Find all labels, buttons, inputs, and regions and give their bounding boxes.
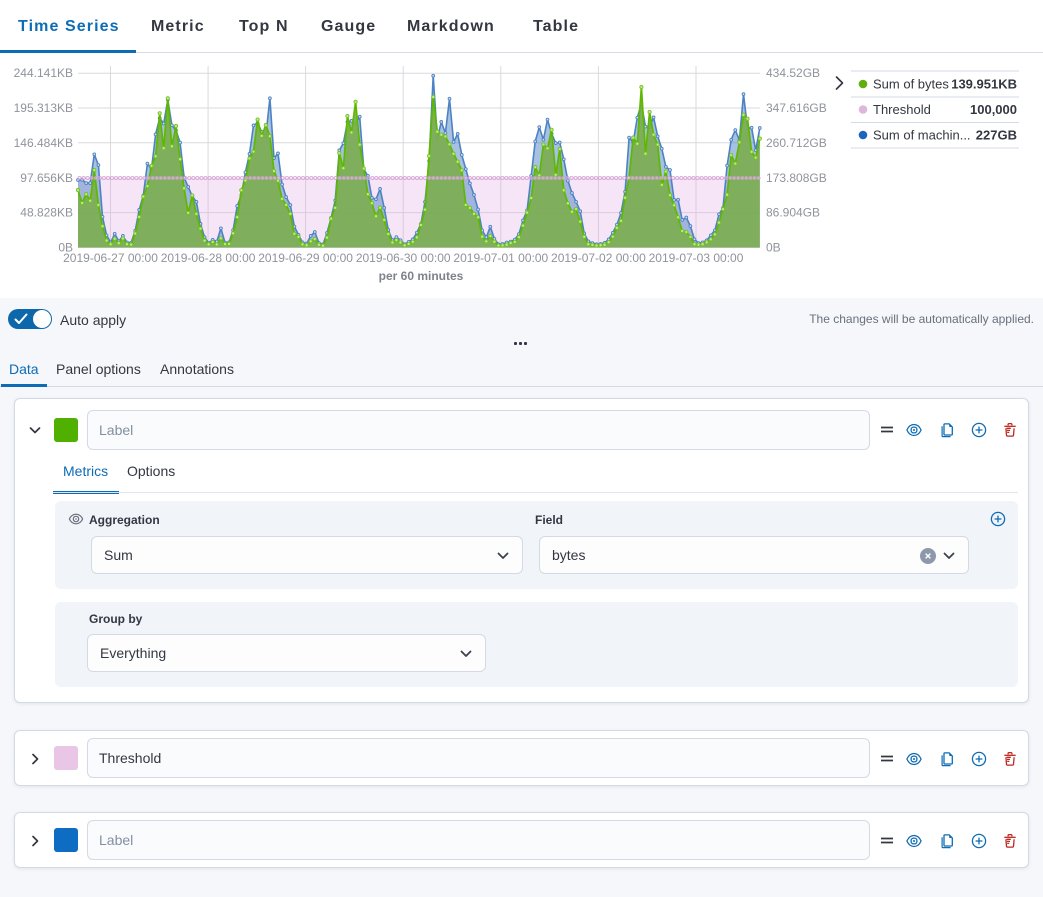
svg-text:48.828KB: 48.828KB (20, 206, 73, 220)
svg-text:173.808GB: 173.808GB (766, 171, 827, 185)
svg-text:227GB: 227GB (976, 128, 1017, 143)
svg-text:244.141KB: 244.141KB (14, 66, 73, 80)
svg-text:146.484KB: 146.484KB (14, 136, 73, 150)
svg-text:260.712GB: 260.712GB (766, 136, 827, 150)
svg-text:100,000: 100,000 (970, 102, 1017, 117)
svg-text:97.656KB: 97.656KB (20, 171, 73, 185)
svg-text:2019-07-03 00:00: 2019-07-03 00:00 (649, 251, 744, 265)
svg-text:2019-06-30 00:00: 2019-06-30 00:00 (356, 251, 451, 265)
svg-text:Sum of bytes: Sum of bytes (873, 77, 949, 92)
svg-text:Sum of machin...: Sum of machin... (873, 128, 971, 143)
svg-text:195.313KB: 195.313KB (14, 101, 73, 115)
svg-text:2019-06-29 00:00: 2019-06-29 00:00 (258, 251, 353, 265)
svg-text:434.52GB: 434.52GB (766, 66, 820, 80)
svg-text:86.904GB: 86.904GB (766, 206, 820, 220)
svg-text:0B: 0B (766, 241, 781, 255)
svg-text:2019-06-28 00:00: 2019-06-28 00:00 (161, 251, 256, 265)
svg-text:per 60 minutes: per 60 minutes (379, 269, 464, 283)
svg-text:139.951KB: 139.951KB (951, 77, 1017, 92)
svg-text:2019-07-02 00:00: 2019-07-02 00:00 (551, 251, 646, 265)
svg-text:2019-07-01 00:00: 2019-07-01 00:00 (453, 251, 548, 265)
svg-text:Threshold: Threshold (873, 102, 931, 117)
svg-text:2019-06-27 00:00: 2019-06-27 00:00 (63, 251, 158, 265)
svg-text:347.616GB: 347.616GB (766, 101, 827, 115)
svg-text:0B: 0B (58, 241, 73, 255)
